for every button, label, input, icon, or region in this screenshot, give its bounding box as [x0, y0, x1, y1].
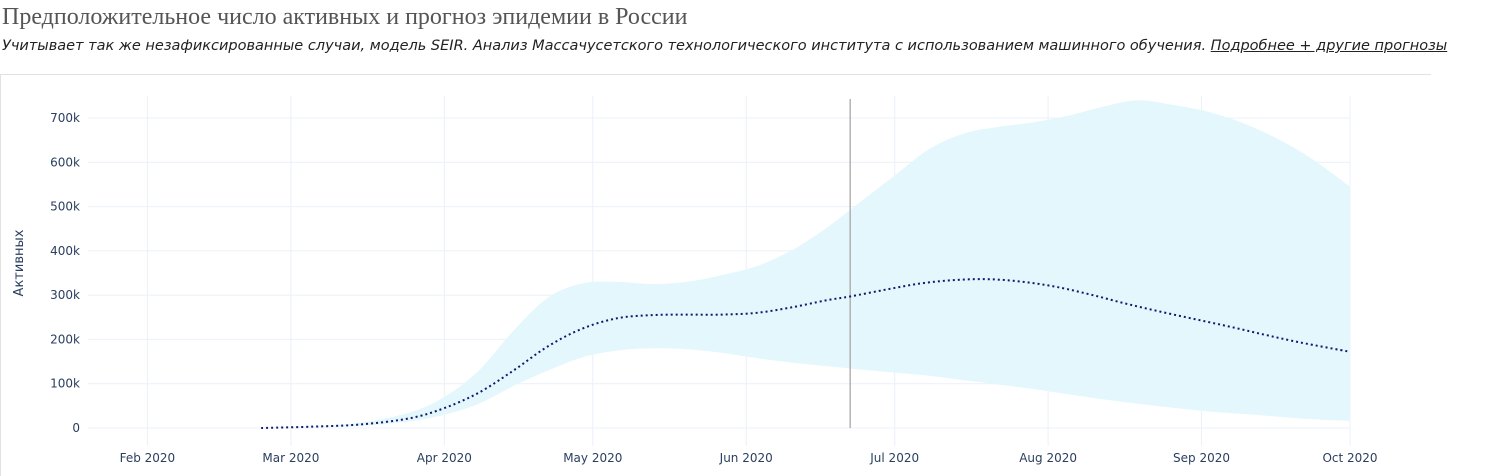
- y-tick-label: 500k: [50, 200, 80, 214]
- x-tick-label: Oct 2020: [1322, 451, 1377, 465]
- y-tick-label: 700k: [50, 111, 80, 125]
- x-tick-label: May 2020: [563, 451, 622, 465]
- x-axis-ticks: Feb 2020 Mar 2020 Apr 2020 May 2020 Jun 2020…: [120, 451, 1378, 465]
- confidence-band-area: [261, 100, 1351, 429]
- y-tick-label: 400k: [50, 244, 80, 258]
- x-tick-label: Mar 2020: [262, 451, 319, 465]
- y-tick-label: 300k: [50, 288, 80, 302]
- x-tick-label: Aug 2020: [1019, 451, 1077, 465]
- x-tick-label: Sep 2020: [1173, 451, 1230, 465]
- y-tick-label: 0: [72, 421, 80, 435]
- y-axis-label: Активных: [12, 229, 27, 296]
- more-forecasts-link[interactable]: Подробнее + другие прогнозы: [1210, 38, 1448, 54]
- y-tick-label: 200k: [50, 332, 80, 346]
- y-tick-label: 600k: [50, 155, 80, 169]
- page-subtitle: Учитывает так же незафиксированные случа…: [2, 38, 1447, 54]
- page-title: Предположительное число активных и прогн…: [2, 4, 688, 30]
- forecast-line-path: [261, 278, 1351, 429]
- x-tick-label: Jul 2020: [869, 451, 919, 465]
- forecast-line: [261, 278, 1351, 429]
- x-tick-label: Feb 2020: [120, 451, 176, 465]
- chart-frame: [0, 74, 1431, 476]
- y-tick-label: 100k: [50, 377, 80, 391]
- x-tick-label: Apr 2020: [417, 451, 472, 465]
- y-axis-ticks: 0 100k 200k 300k 400k 500k 600k 700k: [50, 111, 80, 435]
- x-tick-label: Jun 2020: [719, 451, 773, 465]
- confidence-band: [261, 100, 1351, 429]
- subtitle-text: Учитывает так же незафиксированные случа…: [2, 38, 1211, 54]
